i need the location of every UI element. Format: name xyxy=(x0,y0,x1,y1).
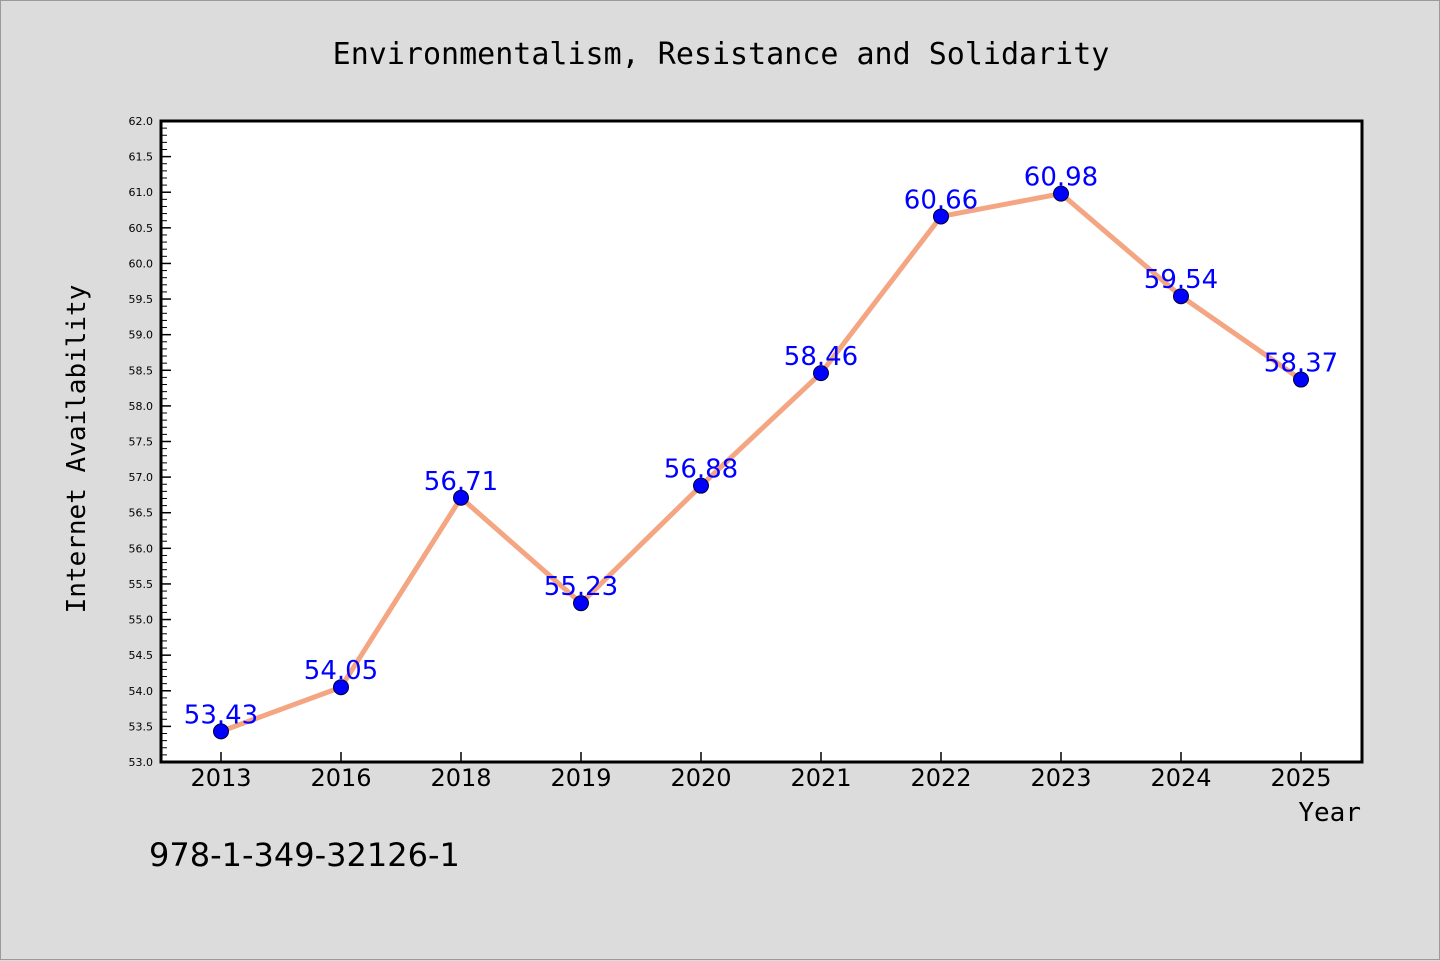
x-tick-label: 2013 xyxy=(190,764,251,792)
y-tick-label: 53.0 xyxy=(129,756,154,769)
x-axis: 2013 2016 2018 2019 2020 2021 2022 2023 2024 2025 xyxy=(190,752,1332,792)
data-label: 58.37 xyxy=(1264,349,1338,379)
data-label: 60.98 xyxy=(1024,163,1098,193)
isbn-label: 978-1-349-32126-1 xyxy=(149,836,460,874)
y-tick-label: 59.5 xyxy=(129,293,154,306)
data-point xyxy=(333,679,349,696)
x-tick-label: 2020 xyxy=(670,764,731,792)
data-point xyxy=(453,489,469,506)
y-tick-label: 59.0 xyxy=(129,329,154,342)
data-point xyxy=(213,723,229,740)
data-label: 56.88 xyxy=(664,455,738,485)
y-tick-label: 57.5 xyxy=(129,436,154,449)
y-tick-label: 61.5 xyxy=(129,151,154,164)
y-tick-label: 58.5 xyxy=(129,364,154,377)
data-point xyxy=(1173,288,1189,305)
data-point xyxy=(693,477,709,494)
data-label: 56.71 xyxy=(424,467,498,497)
data-label: 58.46 xyxy=(784,342,858,372)
y-tick-label: 62.0 xyxy=(129,115,154,128)
data-label: 60.66 xyxy=(904,185,978,215)
y-tick-label: 57.0 xyxy=(129,471,154,484)
y-tick-label: 60.0 xyxy=(129,257,154,270)
x-tick-label: 2019 xyxy=(550,764,611,792)
data-label: 54.05 xyxy=(304,656,378,686)
data-label: 59.54 xyxy=(1144,265,1218,295)
y-tick-label: 58.0 xyxy=(129,400,154,413)
y-tick-label: 54.0 xyxy=(129,685,154,698)
y-tick-label: 54.5 xyxy=(129,649,154,662)
y-tick-label: 53.5 xyxy=(129,720,154,733)
data-point xyxy=(573,595,589,612)
data-point xyxy=(813,365,829,382)
x-tick-label: 2018 xyxy=(430,764,491,792)
data-label: 55.23 xyxy=(544,572,618,602)
data-label: 53.43 xyxy=(184,700,258,730)
x-tick-label: 2023 xyxy=(1030,764,1091,792)
data-point xyxy=(1293,371,1309,388)
x-axis-label: Year xyxy=(1298,798,1361,828)
y-tick-label: 55.0 xyxy=(129,614,154,627)
y-axis-label: Internet Availability xyxy=(62,285,92,614)
y-tick-label: 56.5 xyxy=(129,507,154,520)
y-tick-label: 61.0 xyxy=(129,186,154,199)
data-points xyxy=(213,185,1309,740)
data-point xyxy=(933,208,949,225)
y-tick-label: 60.5 xyxy=(129,222,154,235)
x-tick-label: 2022 xyxy=(910,764,971,792)
data-labels: 53.43 54.05 56.71 55.23 56.88 58.46 60.66 60.98… xyxy=(184,163,1338,731)
y-tick-label: 56.0 xyxy=(129,542,154,555)
data-point xyxy=(1053,185,1069,202)
series-line xyxy=(220,191,1303,734)
x-tick-label: 2021 xyxy=(790,764,851,792)
y-axis: 53.0 53.5 54.0 54.5 55.0 55.5 56.0 56.5 57.0 57.5… xyxy=(129,115,171,769)
x-tick-label: 2024 xyxy=(1150,764,1211,792)
x-tick-label: 2025 xyxy=(1270,764,1331,792)
x-tick-label: 2016 xyxy=(310,764,371,792)
chart-title: Environmentalism, Resistance and Solidar… xyxy=(333,37,1110,72)
y-tick-label: 55.5 xyxy=(129,578,154,591)
